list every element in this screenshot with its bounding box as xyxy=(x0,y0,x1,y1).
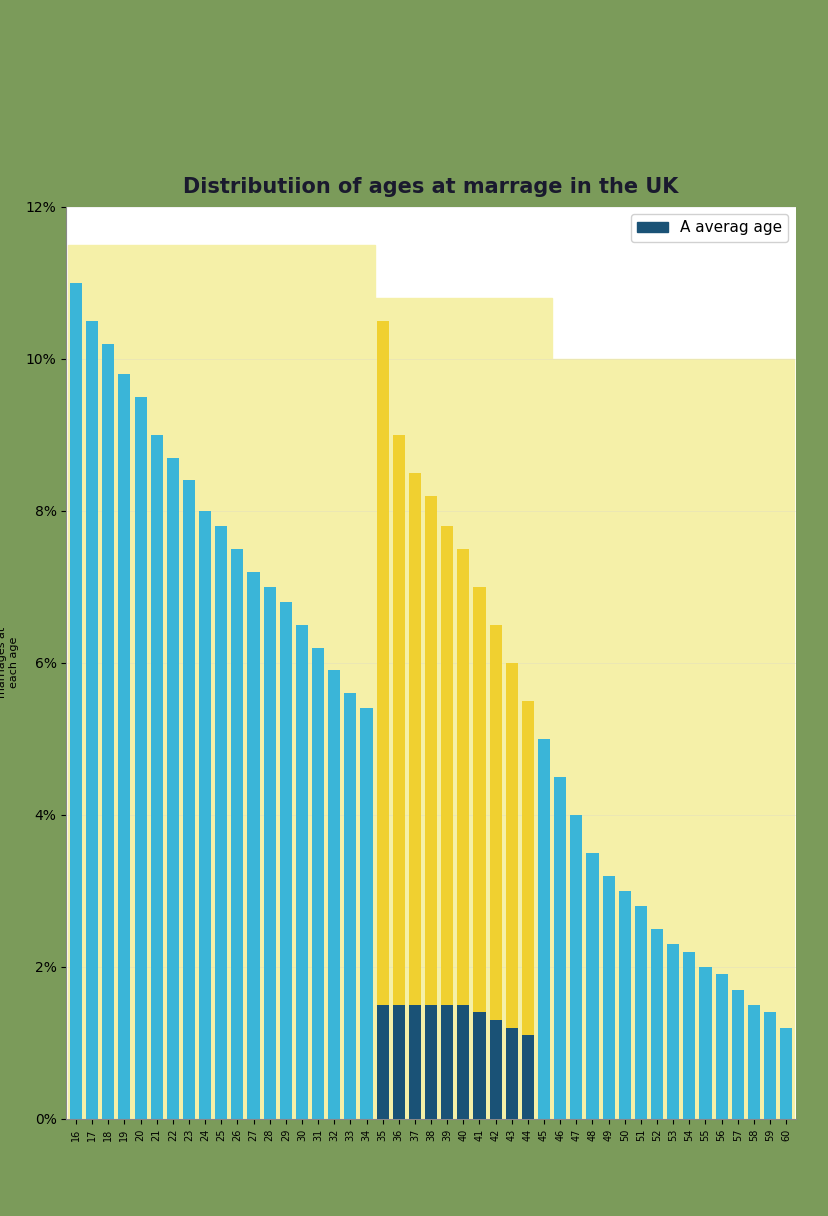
Bar xyxy=(618,890,630,1119)
Bar xyxy=(522,1035,533,1119)
Bar xyxy=(489,1020,501,1119)
Bar xyxy=(425,1004,436,1119)
Bar xyxy=(489,625,501,1119)
Bar xyxy=(70,283,82,1119)
Legend: A averag age: A averag age xyxy=(630,214,787,242)
Bar xyxy=(650,929,662,1119)
Bar xyxy=(473,1012,485,1119)
Bar xyxy=(731,990,743,1119)
Bar xyxy=(634,906,646,1119)
Bar xyxy=(715,974,727,1119)
Bar xyxy=(425,496,436,1119)
Y-axis label: Percentage of
marriages at
each age: Percentage of marriages at each age xyxy=(0,624,19,702)
Bar xyxy=(183,480,195,1119)
Bar xyxy=(779,1028,792,1119)
Bar xyxy=(248,572,259,1119)
Bar xyxy=(86,321,98,1119)
Bar xyxy=(522,700,533,1119)
Bar xyxy=(392,435,404,1119)
Bar xyxy=(392,1004,404,1119)
Bar xyxy=(118,375,130,1119)
Bar xyxy=(344,693,356,1119)
Title: Distributiion of ages at marrage in the UK: Distributiion of ages at marrage in the … xyxy=(183,176,678,197)
Bar xyxy=(585,852,598,1119)
Bar xyxy=(296,625,308,1119)
Bar xyxy=(311,647,324,1119)
Bar xyxy=(151,435,162,1119)
Bar xyxy=(231,548,243,1119)
Bar xyxy=(376,321,388,1119)
Bar xyxy=(602,876,614,1119)
Bar xyxy=(102,344,114,1119)
Bar xyxy=(215,527,227,1119)
Bar xyxy=(134,396,147,1119)
Bar xyxy=(553,777,566,1119)
Bar xyxy=(699,967,710,1119)
Bar xyxy=(376,1004,388,1119)
Bar xyxy=(279,602,291,1119)
Bar xyxy=(328,670,339,1119)
Bar xyxy=(667,944,678,1119)
Bar xyxy=(199,511,211,1119)
Bar xyxy=(537,739,550,1119)
Bar xyxy=(408,1004,421,1119)
Bar xyxy=(457,548,469,1119)
Bar xyxy=(682,951,695,1119)
Bar xyxy=(763,1012,775,1119)
Bar xyxy=(440,1004,453,1119)
Bar xyxy=(440,527,453,1119)
Bar xyxy=(457,1004,469,1119)
Bar xyxy=(747,1004,759,1119)
Bar xyxy=(166,457,179,1119)
Bar xyxy=(505,663,518,1119)
Bar xyxy=(360,708,372,1119)
Bar xyxy=(570,815,582,1119)
Bar xyxy=(505,1028,518,1119)
Polygon shape xyxy=(68,244,793,1119)
Bar xyxy=(473,587,485,1119)
Bar xyxy=(263,587,276,1119)
Bar xyxy=(408,473,421,1119)
